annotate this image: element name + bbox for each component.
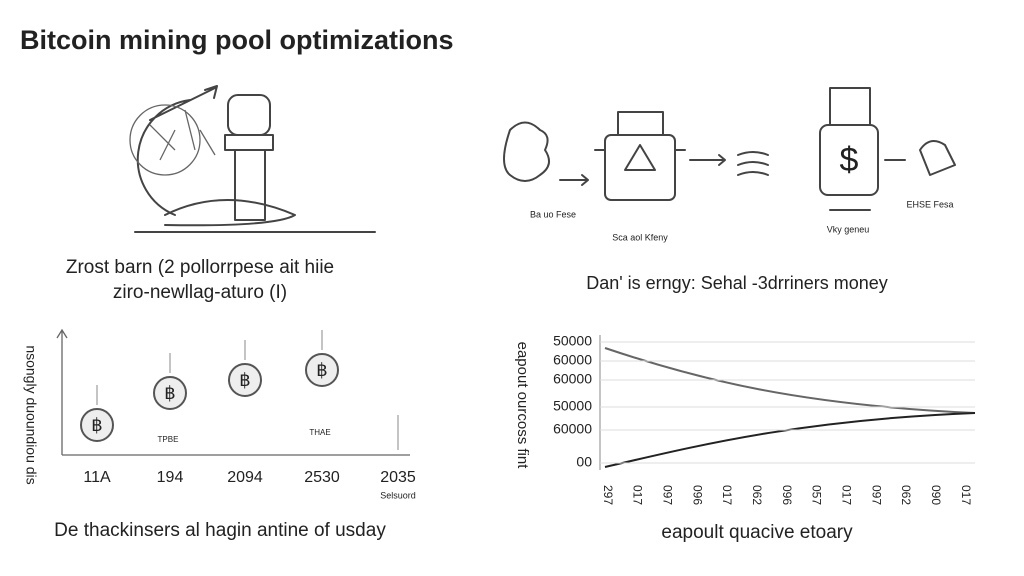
coin	[80, 408, 114, 442]
x-label: 062	[899, 485, 913, 505]
x-label: 11A	[83, 469, 111, 486]
y-label: 60000	[553, 352, 592, 368]
x-label: 017	[720, 485, 734, 505]
coin-symbol: ฿	[239, 370, 250, 390]
coin-symbol: ฿	[91, 415, 102, 435]
line-graphic: 50000 60000 60000 50000 60000 00 297 017 097 096 0…	[553, 333, 976, 505]
x-label: 2094	[227, 469, 263, 486]
coin	[153, 376, 187, 410]
caption: Zrost barn (2 pollorrpese ait hiie	[66, 257, 334, 278]
coin-symbol: ฿	[316, 360, 327, 380]
coin-chart: ฿฿฿฿	[56, 328, 410, 456]
caption: ziro-newllag-aturo (I)	[113, 282, 287, 303]
small-label: Sca aol Kfeny	[612, 232, 668, 242]
small-label: THAE	[309, 428, 330, 437]
small-label: Vky geneu	[827, 224, 870, 234]
x-label: 2035	[380, 469, 416, 486]
y-label: 60000	[553, 371, 592, 387]
x-label: 017	[959, 485, 973, 505]
small-label: EHSE Fesa	[906, 199, 953, 209]
x-label: 017	[631, 485, 645, 505]
small-label: TPBE	[158, 435, 179, 444]
y-axis-label: eapout ourcoss fint	[514, 342, 531, 470]
dollar-icon: $	[840, 141, 859, 179]
line	[604, 347, 976, 414]
caption: Dan' is erngy: Sehal -3drriners money	[586, 273, 888, 293]
y-axis-label: nsongly duoundiou dis	[23, 345, 39, 484]
x-label: 096	[690, 485, 704, 505]
x-label: 194	[157, 469, 184, 486]
caption: eapoult quacive etoary	[661, 522, 853, 543]
x-label: 297	[601, 485, 615, 505]
x-label: 097	[660, 485, 674, 505]
flow-illustration: $	[503, 87, 956, 211]
title: Bitcoin mining pool optimizations	[20, 25, 453, 55]
y-label: 50000	[553, 333, 592, 349]
mining-illustration	[129, 85, 376, 233]
y-label: 60000	[553, 421, 592, 437]
small-label: Ba uo Fese	[530, 209, 576, 219]
x-label: 090	[929, 485, 943, 505]
coin	[305, 353, 339, 387]
x-label: 2530	[304, 469, 340, 486]
x-label: 096	[780, 485, 794, 505]
y-label: 00	[576, 454, 592, 470]
line	[604, 412, 976, 468]
y-label: 50000	[553, 398, 592, 414]
caption: De thackinsers al hagin antine of usday	[54, 520, 386, 541]
x-label: 097	[869, 485, 883, 505]
x-label: 057	[810, 485, 824, 505]
sub-label: Selsuord	[380, 490, 416, 500]
x-label: 017	[839, 485, 853, 505]
coin	[228, 363, 262, 397]
coin-symbol: ฿	[164, 383, 175, 403]
x-label: 062	[750, 485, 764, 505]
